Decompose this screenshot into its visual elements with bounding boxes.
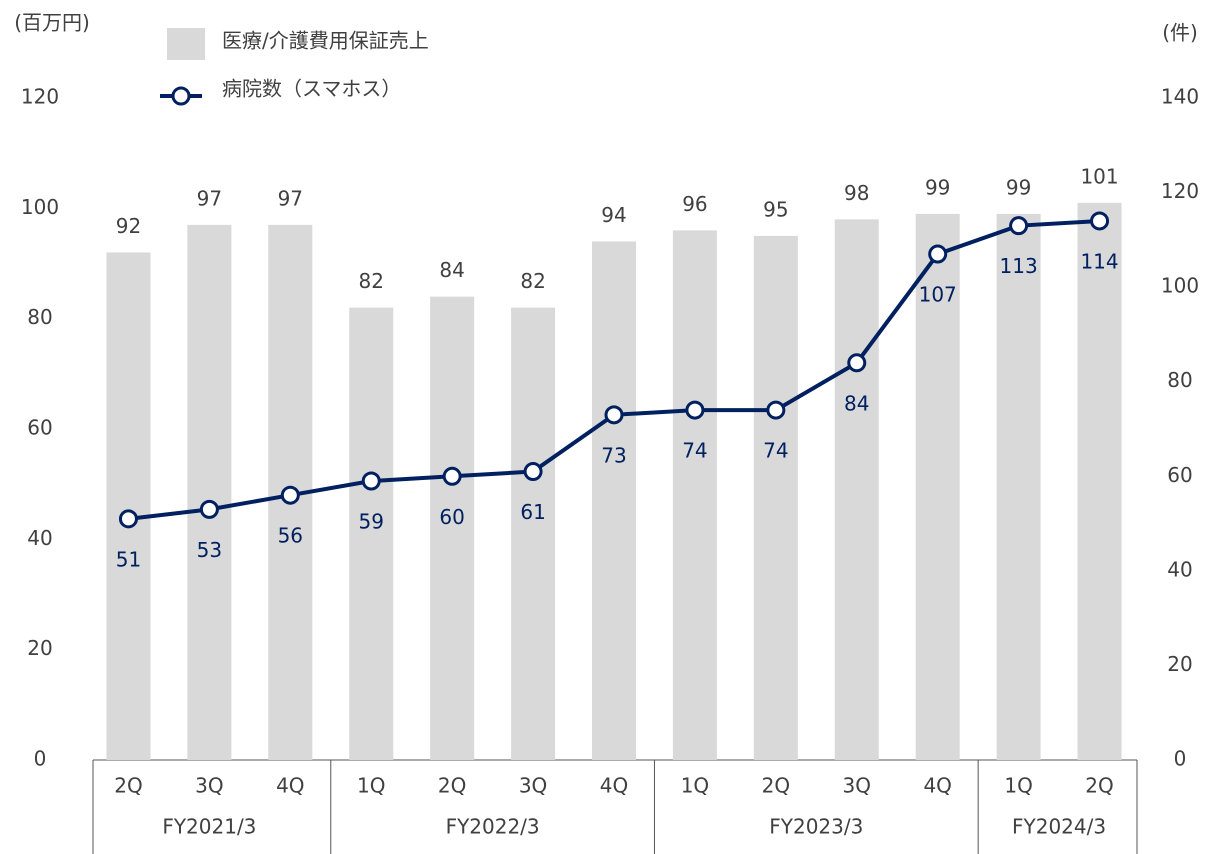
group-label: FY2021/3 — [162, 815, 256, 839]
bar — [672, 230, 717, 760]
line-point — [604, 405, 624, 425]
bar — [915, 213, 960, 761]
y2-tick-label: 100 — [1161, 274, 1199, 298]
bar — [753, 235, 798, 760]
bar — [996, 213, 1041, 761]
line-label: 51 — [116, 547, 141, 571]
bar — [834, 219, 879, 760]
bar — [1077, 202, 1122, 761]
bar — [430, 296, 475, 760]
y2-unit: (件) — [1162, 21, 1198, 45]
group-label: FY2024/3 — [1012, 815, 1106, 839]
group-label: FY2022/3 — [446, 815, 540, 839]
y-tick-label: 20 — [27, 636, 52, 660]
bar-label: 97 — [278, 186, 303, 210]
bar-label: 96 — [682, 192, 707, 216]
y-unit: (百万円) — [14, 11, 90, 35]
bar — [106, 252, 151, 760]
line-point — [118, 509, 138, 529]
x-tick-label: 1Q — [681, 774, 709, 798]
legend-label: 医療/介護費用保証売上 — [222, 29, 429, 53]
line-point — [199, 499, 219, 519]
x-tick-label: 1Q — [357, 774, 385, 798]
y2-tick-label: 20 — [1167, 652, 1192, 676]
x-tick-label: 4Q — [923, 774, 951, 798]
line-label: 113 — [1000, 254, 1038, 278]
line-point — [928, 244, 948, 264]
x-tick-label: 2Q — [762, 774, 790, 798]
y2-tick-label: 0 — [1174, 747, 1187, 771]
line-point — [766, 400, 786, 420]
bar-label: 94 — [601, 203, 626, 227]
x-tick-label: 3Q — [843, 774, 871, 798]
line-point — [685, 400, 705, 420]
x-tick-label: 2Q — [1085, 774, 1113, 798]
y2-tick-label: 140 — [1161, 85, 1199, 109]
y-tick-label: 100 — [21, 195, 59, 219]
bar-label: 95 — [763, 197, 788, 221]
x-tick-label: 4Q — [600, 774, 628, 798]
x-tick-label: 1Q — [1004, 774, 1032, 798]
line-label: 114 — [1080, 249, 1118, 273]
line-label: 107 — [919, 283, 957, 307]
x-tick-label: 4Q — [276, 774, 304, 798]
line-label: 61 — [520, 500, 545, 524]
y-tick-label: 80 — [27, 305, 52, 329]
legend-label: 病院数（スマホス） — [222, 77, 401, 101]
line-point — [523, 462, 543, 482]
line-point — [1090, 211, 1110, 231]
y2-tick-label: 40 — [1167, 557, 1192, 581]
bar-label: 97 — [197, 186, 222, 210]
bar — [511, 307, 556, 760]
line-label: 84 — [844, 391, 869, 415]
x-tick-label: 3Q — [519, 774, 547, 798]
bar-label: 99 — [925, 175, 950, 199]
bar — [187, 224, 232, 761]
bar-label: 101 — [1080, 164, 1118, 188]
bar-label: 92 — [116, 214, 141, 238]
bar — [592, 241, 636, 760]
legend-marker — [171, 86, 191, 106]
bar-label: 98 — [844, 181, 869, 205]
bar-label: 82 — [359, 269, 384, 293]
line-label: 53 — [197, 538, 222, 562]
y-tick-label: 0 — [34, 747, 47, 771]
line-label: 74 — [682, 439, 707, 463]
group-label: FY2023/3 — [769, 815, 863, 839]
bar-label: 99 — [1006, 175, 1031, 199]
x-tick-label: 2Q — [114, 774, 142, 798]
line-label: 59 — [359, 510, 384, 534]
line-point — [1009, 216, 1029, 236]
line-point — [361, 471, 381, 491]
y2-tick-label: 80 — [1167, 368, 1192, 392]
bar-label: 82 — [520, 269, 545, 293]
line-label: 60 — [439, 505, 464, 529]
y2-tick-label: 120 — [1161, 179, 1199, 203]
line-point — [847, 353, 867, 373]
line-point — [442, 466, 462, 486]
line-label: 56 — [278, 524, 303, 548]
line-label: 73 — [601, 443, 626, 467]
x-tick-label: 2Q — [438, 774, 466, 798]
line-label: 74 — [763, 439, 788, 463]
legend-swatch — [167, 28, 205, 60]
y2-tick-label: 60 — [1167, 463, 1192, 487]
line-point — [280, 485, 300, 505]
y-tick-label: 40 — [27, 526, 52, 550]
bar-label: 84 — [439, 258, 464, 282]
bar — [349, 307, 394, 760]
x-tick-label: 3Q — [195, 774, 223, 798]
y-tick-label: 120 — [21, 85, 59, 109]
y-tick-label: 60 — [27, 416, 52, 440]
